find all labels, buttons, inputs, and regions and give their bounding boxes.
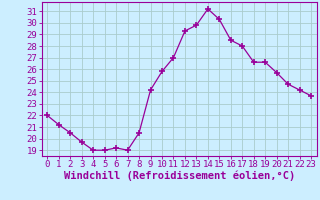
X-axis label: Windchill (Refroidissement éolien,°C): Windchill (Refroidissement éolien,°C) bbox=[64, 171, 295, 181]
